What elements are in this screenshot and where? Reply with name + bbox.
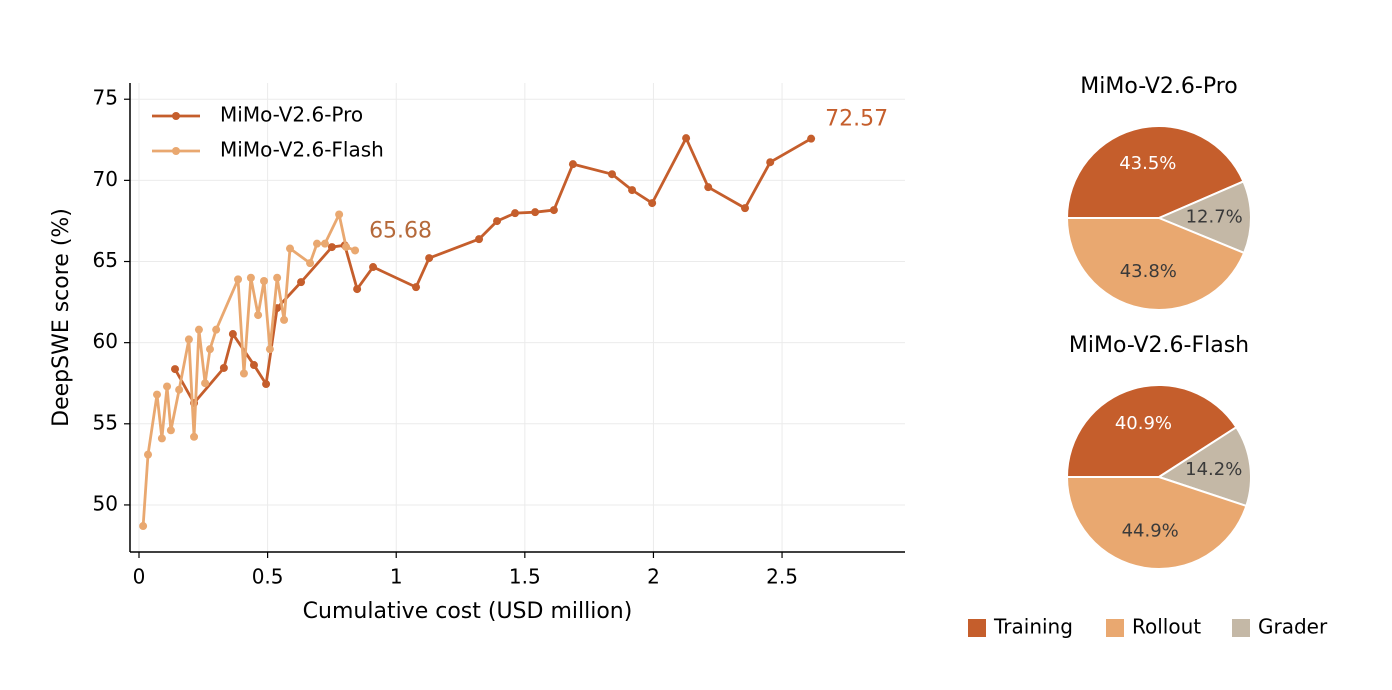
point [568,160,577,169]
point [260,276,269,285]
x-tick-label: 1 [390,565,403,589]
point [201,379,210,388]
point [475,235,484,244]
pie-title: MiMo-V2.6-Pro [1080,74,1237,99]
point [549,206,558,215]
legend-label: MiMo-V2.6-Flash [220,138,384,162]
point [246,273,255,282]
point [608,170,617,179]
point [297,278,306,287]
point [285,244,294,253]
slice-label: 44.9% [1122,520,1179,541]
legend-label: MiMo-V2.6-Pro [220,103,363,127]
point [280,315,289,324]
x-tick-label: 2 [647,565,660,589]
point [320,239,329,248]
y-tick-label: 50 [93,491,118,515]
point [157,434,166,443]
series-line [173,136,812,405]
point [212,325,221,334]
point [741,204,750,213]
legend-swatch [1106,619,1124,637]
legend-marker [172,112,180,120]
end-annotation: 72.57 [825,107,888,132]
legend-label: Grader [1258,615,1328,639]
point [254,311,263,320]
point [249,361,258,370]
legend-marker [172,147,180,155]
point [190,432,199,441]
point [628,186,637,195]
point [166,426,175,435]
x-tick-label: 0.5 [252,565,284,589]
point [265,345,274,354]
point [194,325,203,334]
pie-slice [1065,125,1245,219]
point [351,246,360,255]
y-tick-label: 60 [93,329,118,353]
y-tick-label: 55 [93,410,118,434]
point [273,273,282,282]
point [704,183,713,192]
point [153,390,162,399]
point [163,382,172,391]
point [342,242,351,251]
point [205,345,214,354]
point [234,275,243,284]
legend-label: Rollout [1132,615,1201,639]
point [493,217,502,226]
point [425,254,434,263]
point [648,199,657,208]
pie-title: MiMo-V2.6-Flash [1069,333,1249,358]
point [175,385,184,394]
x-tick-label: 0 [133,565,146,589]
pie-slice [1065,476,1248,570]
legend-label: Training [993,615,1073,639]
point [144,450,153,459]
slice-label: 40.9% [1115,413,1172,434]
point [262,380,271,389]
end-annotation: 65.68 [369,218,432,243]
point [369,263,378,272]
point [353,285,362,294]
point [412,283,421,292]
point [807,134,816,143]
y-tick-label: 65 [93,248,118,272]
x-axis-label: Cumulative cost (USD million) [303,599,633,624]
point [531,208,540,217]
point [228,330,237,339]
point [219,363,228,372]
point [171,365,180,374]
slice-label: 43.5% [1119,153,1176,174]
pie-slice [1065,217,1246,311]
x-tick-label: 2.5 [766,565,798,589]
slice-label: 43.8% [1120,261,1177,282]
point [312,239,321,248]
y-tick-label: 70 [93,167,118,191]
y-axis-label: DeepSWE score (%) [49,208,74,427]
point [335,210,344,219]
legend-swatch [968,619,986,637]
legend-swatch [1232,619,1250,637]
slice-label: 14.2% [1185,459,1242,480]
x-tick-label: 1.5 [509,565,541,589]
y-tick-label: 75 [93,86,118,110]
series-line [141,213,356,527]
pie-slice [1156,180,1252,255]
slice-label: 12.7% [1186,206,1243,227]
point [139,522,148,531]
point [184,335,193,344]
point [327,243,336,252]
point [511,209,520,218]
pie-slice [1156,425,1253,508]
point [239,369,248,378]
point [766,158,775,167]
point [682,134,691,143]
point [306,259,315,268]
